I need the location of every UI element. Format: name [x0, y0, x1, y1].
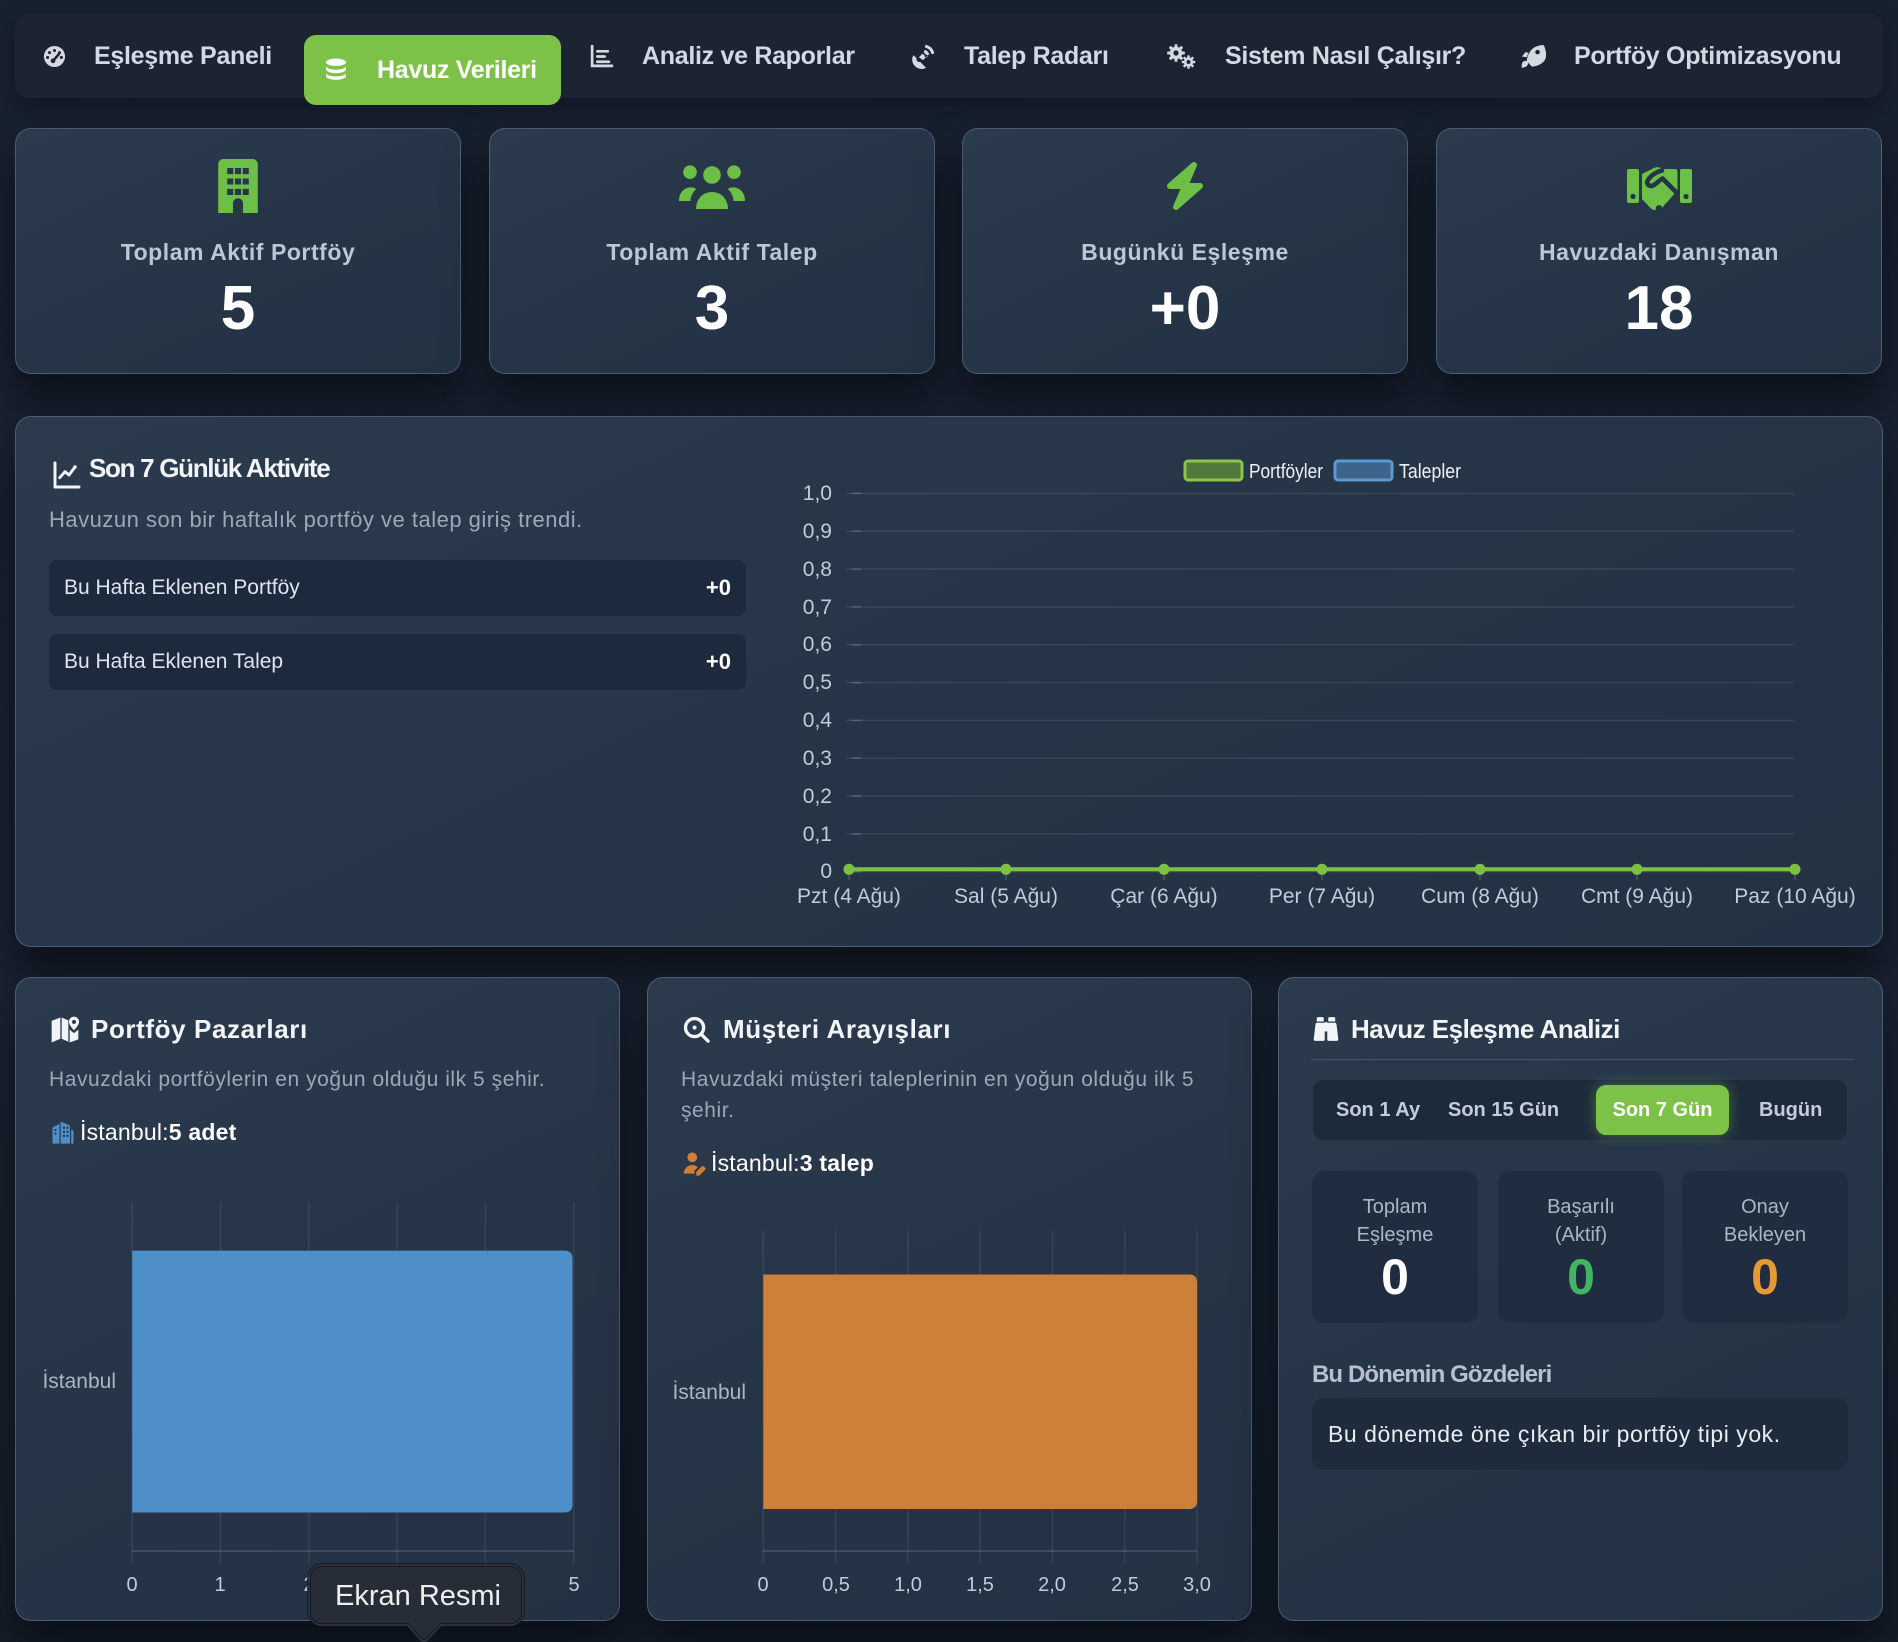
svg-text:0,3: 0,3 [803, 747, 832, 770]
svg-text:Ekran Resmi: Ekran Resmi [335, 1580, 501, 1612]
svg-text:0,6: 0,6 [803, 633, 832, 656]
svg-text:İstanbul: İstanbul [672, 1381, 746, 1404]
svg-text:0,8: 0,8 [803, 558, 832, 581]
svg-text:Per (7 Ağu): Per (7 Ağu) [1269, 885, 1375, 908]
svg-text:0,5: 0,5 [822, 1574, 850, 1596]
svg-text:0,5: 0,5 [803, 671, 832, 694]
svg-text:5: 5 [568, 1574, 579, 1596]
svg-text:Paz (10 Ağu): Paz (10 Ağu) [1734, 885, 1855, 908]
svg-text:Cum (8 Ağu): Cum (8 Ağu) [1421, 885, 1539, 908]
svg-text:0: 0 [757, 1574, 768, 1596]
svg-text:3,0: 3,0 [1183, 1574, 1211, 1596]
svg-text:2,0: 2,0 [1038, 1574, 1066, 1596]
svg-text:1,0: 1,0 [894, 1574, 922, 1596]
svg-text:2,5: 2,5 [1111, 1574, 1139, 1596]
svg-text:0,9: 0,9 [803, 520, 832, 543]
svg-text:Talepler: Talepler [1399, 461, 1461, 483]
svg-text:0,4: 0,4 [803, 709, 833, 732]
svg-text:Pzt (4 Ağu): Pzt (4 Ağu) [797, 885, 901, 908]
svg-text:0: 0 [126, 1574, 137, 1596]
svg-text:Portföyler: Portföyler [1249, 461, 1323, 483]
svg-text:0,7: 0,7 [803, 596, 832, 619]
svg-text:Cmt (9 Ağu): Cmt (9 Ağu) [1581, 885, 1693, 908]
svg-text:Çar (6 Ağu): Çar (6 Ağu) [1110, 885, 1217, 908]
svg-text:1,5: 1,5 [966, 1574, 994, 1596]
svg-text:İstanbul: İstanbul [42, 1370, 116, 1393]
svg-text:0,1: 0,1 [803, 823, 832, 846]
svg-text:1,0: 1,0 [803, 482, 832, 505]
svg-text:Sal (5 Ağu): Sal (5 Ağu) [954, 885, 1058, 908]
svg-text:1: 1 [214, 1574, 225, 1596]
svg-text:0: 0 [820, 860, 832, 883]
svg-text:0,2: 0,2 [803, 785, 832, 808]
